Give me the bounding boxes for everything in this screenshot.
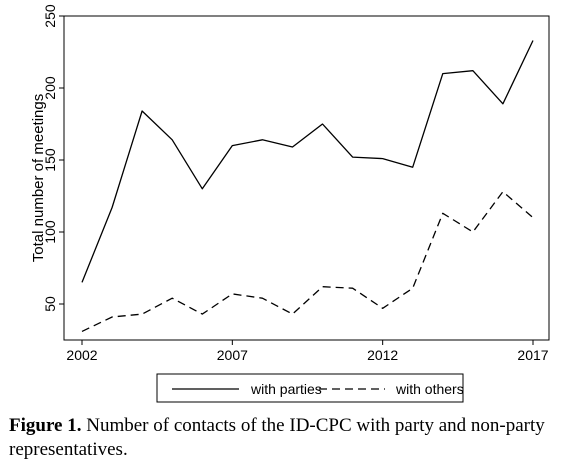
series-line-with-parties xyxy=(81,40,534,283)
x-tick-label: 2002 xyxy=(66,347,97,363)
series-line-with-others xyxy=(81,191,534,332)
y-tick-label: 250 xyxy=(42,4,58,28)
y-tick-label: 100 xyxy=(42,220,58,244)
legend: with parties with others xyxy=(156,373,464,403)
caption-label: Figure 1. xyxy=(9,415,82,436)
y-axis-label: Total number of meetings xyxy=(30,94,47,262)
x-axis: 2002 2007 2012 2017 xyxy=(66,340,549,363)
plot-frame xyxy=(63,15,550,341)
x-tick-label: 2017 xyxy=(517,347,548,363)
x-tick-label: 2007 xyxy=(217,347,248,363)
figure-caption: Figure 1. Number of contacts of the ID-C… xyxy=(9,414,569,462)
y-axis: 50 100 150 200 250 xyxy=(42,4,64,312)
y-tick-label: 200 xyxy=(42,76,58,100)
legend-label-with-others: with others xyxy=(395,381,464,397)
y-tick-label: 50 xyxy=(42,296,58,312)
y-tick-label: 150 xyxy=(42,148,58,172)
caption-text: Number of contacts of the ID-CPC with pa… xyxy=(9,415,545,460)
legend-label-with-parties: with parties xyxy=(250,381,322,397)
x-tick-label: 2012 xyxy=(367,347,398,363)
legend-box xyxy=(156,373,464,403)
series-group xyxy=(81,40,534,332)
